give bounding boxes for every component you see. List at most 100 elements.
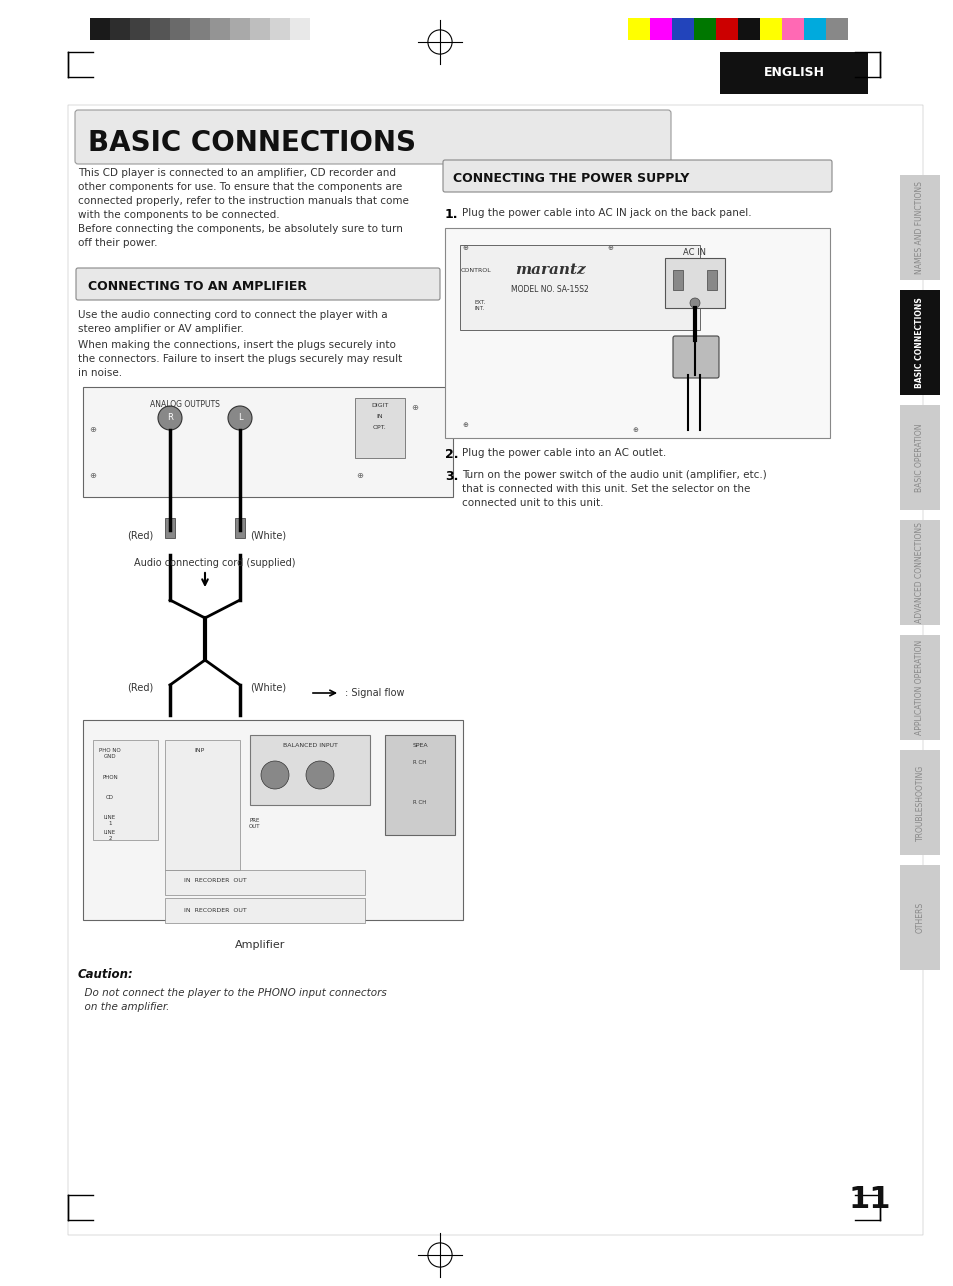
Text: OPT.: OPT. xyxy=(373,424,387,430)
FancyBboxPatch shape xyxy=(672,336,719,378)
Text: Use the audio connecting cord to connect the player with a
stereo amplifier or A: Use the audio connecting cord to connect… xyxy=(78,310,387,334)
Bar xyxy=(899,865,939,970)
Bar xyxy=(459,246,700,331)
Bar xyxy=(649,18,671,40)
Bar xyxy=(899,750,939,855)
FancyBboxPatch shape xyxy=(75,111,670,165)
Text: 3.: 3. xyxy=(444,469,457,484)
Bar xyxy=(803,18,825,40)
Text: ⊕: ⊕ xyxy=(461,246,468,251)
Text: Plug the power cable into an AC outlet.: Plug the power cable into an AC outlet. xyxy=(461,448,665,458)
Bar xyxy=(899,520,939,625)
Text: LINE
2: LINE 2 xyxy=(104,829,116,841)
Text: Plug the power cable into AC IN jack on the back panel.: Plug the power cable into AC IN jack on … xyxy=(461,208,751,219)
Bar xyxy=(899,291,939,395)
Text: INP: INP xyxy=(194,748,205,754)
Text: L: L xyxy=(237,414,242,423)
Bar xyxy=(664,258,724,309)
Bar xyxy=(716,18,738,40)
Bar xyxy=(165,739,240,871)
Bar xyxy=(671,18,693,40)
Circle shape xyxy=(689,298,700,309)
Bar xyxy=(83,387,453,496)
Bar xyxy=(899,175,939,280)
Bar xyxy=(83,720,462,919)
Bar xyxy=(899,405,939,511)
Bar xyxy=(230,18,250,40)
FancyBboxPatch shape xyxy=(442,159,831,192)
Bar xyxy=(165,898,365,923)
Bar xyxy=(693,18,716,40)
FancyBboxPatch shape xyxy=(68,105,923,1235)
Text: BALANCED INPUT: BALANCED INPUT xyxy=(282,743,337,748)
Text: (White): (White) xyxy=(250,530,286,540)
Text: ⊕: ⊕ xyxy=(411,404,418,413)
Text: IN: IN xyxy=(376,414,383,419)
Bar xyxy=(706,270,717,291)
Bar xyxy=(781,18,803,40)
Text: EXT.
INT.: EXT. INT. xyxy=(475,300,486,311)
Bar xyxy=(672,270,682,291)
Bar xyxy=(290,18,310,40)
Bar xyxy=(825,18,847,40)
Text: PHO NO
GND: PHO NO GND xyxy=(99,748,121,759)
Text: IN  RECORDER  OUT: IN RECORDER OUT xyxy=(183,877,246,882)
Text: (Red): (Red) xyxy=(127,683,152,693)
Bar xyxy=(165,871,365,895)
Text: Audio connecting cord (supplied): Audio connecting cord (supplied) xyxy=(134,558,295,568)
Bar xyxy=(92,739,158,840)
Bar xyxy=(250,18,270,40)
Text: 2.: 2. xyxy=(444,448,458,460)
Text: ANALOG OUTPUTS: ANALOG OUTPUTS xyxy=(150,400,220,409)
Bar xyxy=(165,518,174,538)
Circle shape xyxy=(158,406,182,430)
Text: CONTROL: CONTROL xyxy=(460,267,491,273)
Bar xyxy=(190,18,210,40)
Text: NAMES AND FUNCTIONS: NAMES AND FUNCTIONS xyxy=(915,181,923,274)
Text: PRE
OUT: PRE OUT xyxy=(249,818,260,828)
Bar xyxy=(760,18,781,40)
Bar xyxy=(385,736,455,835)
Circle shape xyxy=(228,406,252,430)
Text: : Signal flow: : Signal flow xyxy=(345,688,404,698)
Text: BASIC CONNECTIONS: BASIC CONNECTIONS xyxy=(915,297,923,388)
Text: ⊕: ⊕ xyxy=(606,246,612,251)
Text: PHON: PHON xyxy=(102,775,118,781)
Text: APPLICATION OPERATION: APPLICATION OPERATION xyxy=(915,640,923,736)
Text: 1.: 1. xyxy=(444,208,458,221)
Text: CONNECTING TO AN AMPLIFIER: CONNECTING TO AN AMPLIFIER xyxy=(88,279,307,292)
Bar xyxy=(170,18,190,40)
Text: CD: CD xyxy=(106,795,113,800)
Text: ADVANCED CONNECTIONS: ADVANCED CONNECTIONS xyxy=(915,522,923,622)
Text: Turn on the power switch of the audio unit (amplifier, etc.)
that is connected w: Turn on the power switch of the audio un… xyxy=(461,469,766,508)
Text: BASIC OPERATION: BASIC OPERATION xyxy=(915,423,923,491)
Text: ⊕: ⊕ xyxy=(632,427,638,433)
Text: ⊕: ⊕ xyxy=(461,422,468,428)
Bar xyxy=(355,397,405,458)
Bar xyxy=(738,18,760,40)
Text: marantz: marantz xyxy=(515,264,585,276)
Bar xyxy=(90,18,110,40)
Text: (White): (White) xyxy=(250,683,286,693)
Circle shape xyxy=(306,761,334,790)
Text: LINE
1: LINE 1 xyxy=(104,815,116,826)
Text: R: R xyxy=(167,414,172,423)
Bar xyxy=(444,228,829,439)
Bar xyxy=(627,18,649,40)
Text: CONNECTING THE POWER SUPPLY: CONNECTING THE POWER SUPPLY xyxy=(453,171,689,184)
Text: AC IN: AC IN xyxy=(682,248,706,257)
Text: When making the connections, insert the plugs securely into
the connectors. Fail: When making the connections, insert the … xyxy=(78,340,402,378)
Text: OTHERS: OTHERS xyxy=(915,901,923,934)
Text: BASIC CONNECTIONS: BASIC CONNECTIONS xyxy=(88,129,416,157)
Text: (Red): (Red) xyxy=(127,530,152,540)
Bar xyxy=(250,736,370,805)
Bar xyxy=(234,518,245,538)
Text: ⊕: ⊕ xyxy=(90,426,96,435)
Text: This CD player is connected to an amplifier, CD recorder and
other components fo: This CD player is connected to an amplif… xyxy=(78,168,409,248)
Text: 11: 11 xyxy=(848,1186,890,1214)
Bar xyxy=(110,18,130,40)
Bar xyxy=(130,18,150,40)
Text: ⊕: ⊕ xyxy=(356,471,363,480)
FancyBboxPatch shape xyxy=(76,267,439,300)
Text: Do not connect the player to the PHONO input connectors
  on the amplifier.: Do not connect the player to the PHONO i… xyxy=(78,988,386,1012)
